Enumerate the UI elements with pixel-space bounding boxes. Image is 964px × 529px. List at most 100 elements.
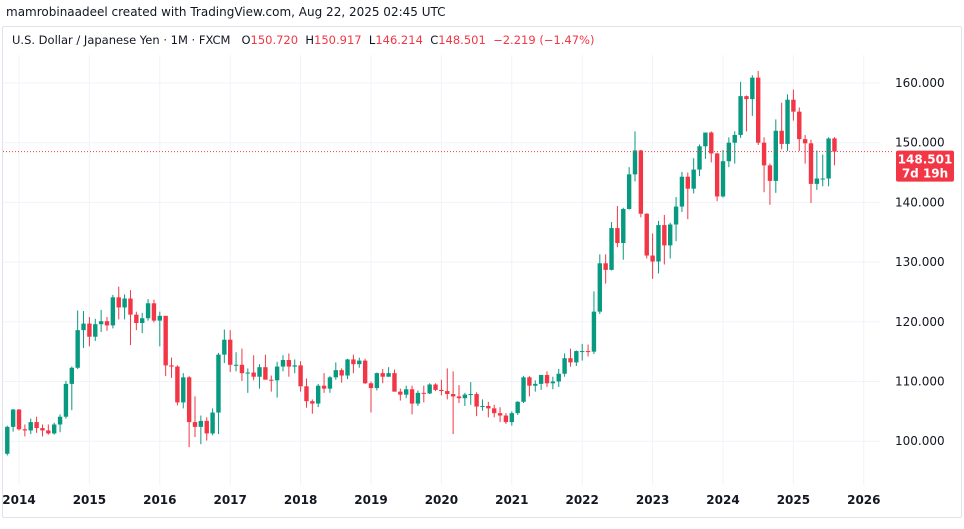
time-tick-label: 2023 — [636, 493, 669, 507]
candle-body — [797, 111, 802, 140]
candle-body — [544, 374, 550, 384]
candle — [726, 137, 732, 168]
candle-body — [216, 354, 221, 413]
candle — [797, 107, 802, 152]
candle-body — [468, 394, 473, 396]
time-tick-label: 2021 — [495, 493, 528, 507]
candle — [175, 365, 180, 406]
candle-body — [81, 323, 86, 331]
candle — [321, 373, 327, 393]
candle — [632, 131, 638, 182]
candle — [228, 330, 233, 372]
candle-body — [832, 138, 837, 152]
candle-body — [57, 416, 63, 425]
candle-body — [192, 422, 198, 427]
candle — [87, 317, 92, 347]
time-tick-label: 2015 — [73, 493, 106, 507]
candle-body — [362, 360, 368, 384]
candle-body — [34, 422, 39, 429]
candle-body — [644, 213, 649, 256]
candle-body — [263, 367, 268, 380]
candle-body — [685, 176, 690, 189]
candle-body — [63, 383, 69, 417]
candle — [239, 348, 245, 381]
candle — [316, 383, 321, 408]
candle-body — [585, 351, 591, 353]
candle — [756, 71, 761, 146]
separator: · — [191, 33, 199, 47]
candle-body — [198, 420, 204, 427]
candle-body — [151, 303, 157, 321]
candle — [339, 368, 344, 383]
candle-body — [697, 146, 702, 170]
candle-body — [398, 391, 403, 395]
candle — [626, 167, 632, 210]
candle-body — [761, 142, 767, 166]
candle — [151, 299, 157, 323]
candle — [128, 290, 133, 346]
candle-body — [140, 318, 145, 323]
symbol-name[interactable]: U.S. Dollar / Japanese Yen — [12, 33, 160, 47]
candle — [398, 388, 403, 401]
candle-body — [662, 225, 667, 246]
candle — [140, 312, 145, 334]
candle — [415, 390, 421, 406]
candle-body — [720, 161, 726, 197]
candle — [46, 424, 51, 435]
candle — [216, 352, 221, 435]
candle-body — [691, 169, 696, 189]
low-value: 146.214 — [375, 33, 423, 47]
candle — [556, 368, 561, 387]
candle-body — [439, 389, 444, 392]
candle — [750, 75, 755, 116]
candle-body — [175, 366, 180, 403]
candle-body — [351, 359, 356, 365]
candle — [269, 375, 274, 392]
candle — [580, 343, 585, 361]
candle-body — [104, 321, 110, 326]
candle — [292, 359, 297, 374]
candle-body — [245, 372, 250, 374]
candle-body — [492, 408, 497, 414]
chart-credit: mamrobinaadeel created with TradingView.… — [6, 5, 446, 19]
candle-body — [462, 394, 468, 399]
candle — [679, 171, 685, 212]
candle — [421, 385, 426, 403]
candle-body — [392, 373, 397, 392]
candle — [492, 404, 497, 418]
close-label: C — [430, 33, 439, 47]
candle-body — [310, 401, 315, 404]
candle-body — [632, 150, 638, 175]
last-price-label-box — [896, 150, 954, 182]
candle — [656, 220, 661, 274]
candle-body — [509, 413, 514, 423]
candle-body — [621, 208, 626, 243]
candle — [163, 315, 168, 377]
candle — [157, 311, 162, 347]
candle — [450, 371, 456, 435]
candle-body — [773, 130, 778, 181]
candle-body — [251, 372, 256, 377]
candle-body — [709, 132, 714, 154]
candle-body — [415, 392, 421, 404]
low-label: L — [368, 33, 376, 47]
candle-body — [656, 225, 661, 262]
candle-body — [380, 373, 385, 377]
candle — [779, 102, 784, 150]
candle — [503, 413, 509, 424]
bar-countdown: 7d 19h — [902, 167, 948, 181]
candle-body — [339, 370, 344, 376]
candle — [638, 149, 644, 218]
candle-body — [228, 339, 233, 365]
candle — [69, 366, 74, 411]
candle — [609, 222, 614, 271]
candle — [98, 309, 104, 332]
candle-body — [304, 386, 309, 402]
interval[interactable]: 1M — [170, 33, 188, 47]
candle-body — [93, 324, 98, 337]
candle-body — [233, 364, 239, 366]
candle-body — [87, 323, 92, 337]
candle-body — [169, 365, 174, 367]
candle-body — [298, 365, 303, 387]
